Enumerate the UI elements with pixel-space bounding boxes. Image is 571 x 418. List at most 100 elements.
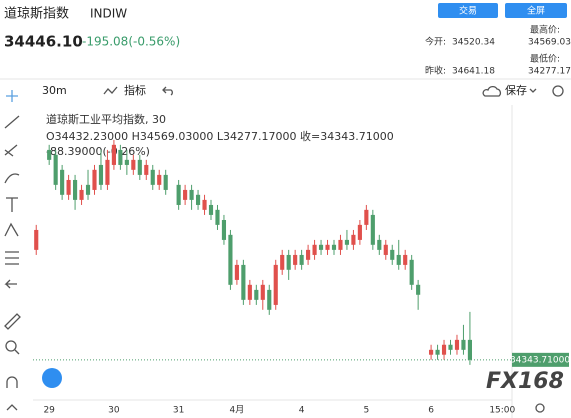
dropdown-icon[interactable]	[529, 88, 537, 93]
candle-body	[157, 174, 162, 185]
candle-body	[351, 234, 356, 245]
legend-change: -88.39000(-0.26%)	[46, 145, 150, 158]
price: 34446.10	[4, 33, 83, 51]
candle-body	[163, 174, 168, 190]
candle-body	[176, 184, 181, 205]
price-change: -195.08(-0.56%)	[82, 35, 180, 49]
legend-title: 道琼斯工业平均指数, 30	[46, 112, 166, 126]
candle-body	[416, 284, 421, 295]
candle-body	[92, 169, 97, 190]
candle-body	[441, 344, 447, 355]
candle-body	[137, 159, 142, 175]
candle-body	[409, 259, 414, 285]
candle-body	[260, 284, 265, 300]
candle-body	[325, 244, 330, 250]
save[interactable]: 保存	[505, 83, 527, 97]
candle-body	[215, 209, 220, 225]
candle-body	[331, 244, 337, 250]
candle-body	[73, 179, 78, 200]
axis-settings-icon[interactable]	[535, 403, 545, 413]
stat-value: 34641.18	[452, 67, 495, 77]
legend-ohlc: O34432.23000 H34569.03000 L34277.17000 收…	[46, 129, 394, 143]
candle-body	[254, 289, 259, 300]
drawing-toolbar	[4, 90, 21, 411]
candle-body	[79, 189, 84, 200]
candle-body	[202, 199, 207, 210]
candle-body	[293, 254, 298, 265]
undo-icon[interactable]	[162, 86, 173, 96]
candle-body	[111, 144, 116, 165]
x-tick-label: 4	[299, 406, 305, 416]
candle-body	[435, 349, 440, 355]
candle-body	[448, 344, 453, 350]
candle-body	[53, 154, 58, 185]
x-tick-label: 30	[108, 406, 120, 416]
candle-body	[195, 194, 201, 205]
candle-body	[60, 169, 65, 195]
fullscreen-label[interactable]: 全屏	[527, 5, 545, 17]
candle-body	[370, 214, 375, 245]
candle-body	[429, 349, 434, 355]
stat-label: 今开:	[425, 36, 446, 48]
candle-body	[403, 254, 408, 265]
chart-logo[interactable]	[42, 368, 62, 388]
trade-button[interactable]	[438, 3, 498, 18]
candle-body	[118, 149, 123, 165]
candle-body	[247, 284, 252, 300]
candle-body	[228, 234, 233, 285]
candle-body	[189, 189, 194, 200]
candle-body	[338, 239, 343, 250]
candle-body	[131, 159, 136, 170]
x-tick-label: 31	[173, 406, 184, 416]
candle-body	[299, 254, 304, 265]
stat-value: 34569.03	[528, 38, 571, 48]
candle-body	[396, 254, 401, 265]
candle-body	[98, 164, 104, 185]
candle-body	[306, 249, 311, 260]
x-tick-label: 15:00	[489, 406, 515, 416]
candle-body	[183, 189, 188, 200]
x-tick-label: 5	[363, 406, 369, 416]
candle-body	[286, 254, 291, 270]
watermark: FX168	[486, 369, 564, 394]
candle-body	[273, 264, 278, 305]
candle-body	[357, 224, 362, 240]
candle-body	[124, 159, 129, 165]
stat-label: 最低价:	[530, 53, 560, 65]
interval[interactable]: 30m	[42, 84, 67, 97]
candle-body	[105, 159, 110, 185]
candle-body	[34, 229, 39, 250]
cloud-icon[interactable]	[482, 85, 502, 97]
candle-body	[234, 264, 239, 280]
x-tick-label: 29	[43, 406, 55, 416]
settings-icon[interactable]	[552, 85, 564, 97]
stat-value: 34277.17	[528, 67, 571, 77]
candle-body	[461, 339, 466, 350]
candle-body	[377, 239, 382, 250]
indicators[interactable]: 指标	[124, 83, 146, 97]
candle-body	[312, 244, 317, 255]
stat-label: 昨收:	[425, 65, 446, 77]
last-price-box	[512, 352, 569, 367]
stat-value: 34520.34	[452, 38, 495, 48]
candle-body	[241, 264, 246, 300]
x-tick-label: 6	[428, 406, 434, 416]
candle-body	[85, 184, 91, 195]
fullscreen-button[interactable]	[505, 3, 567, 18]
candle-body	[280, 254, 285, 270]
candle-body	[390, 249, 395, 260]
candle-body	[47, 149, 52, 160]
candle-body	[318, 244, 324, 250]
candle-body	[364, 209, 369, 225]
x-tick-label: 4月	[230, 405, 245, 416]
candle-body	[344, 239, 350, 245]
index-code: INDIW	[90, 7, 127, 21]
last-price-label: 34343.71000	[510, 355, 570, 365]
stat-label: 最高价:	[530, 24, 560, 36]
candle-body	[144, 164, 149, 175]
indicator-icon[interactable]	[103, 86, 118, 95]
trade-label[interactable]: 交易	[459, 5, 477, 17]
candle-body	[467, 339, 472, 360]
